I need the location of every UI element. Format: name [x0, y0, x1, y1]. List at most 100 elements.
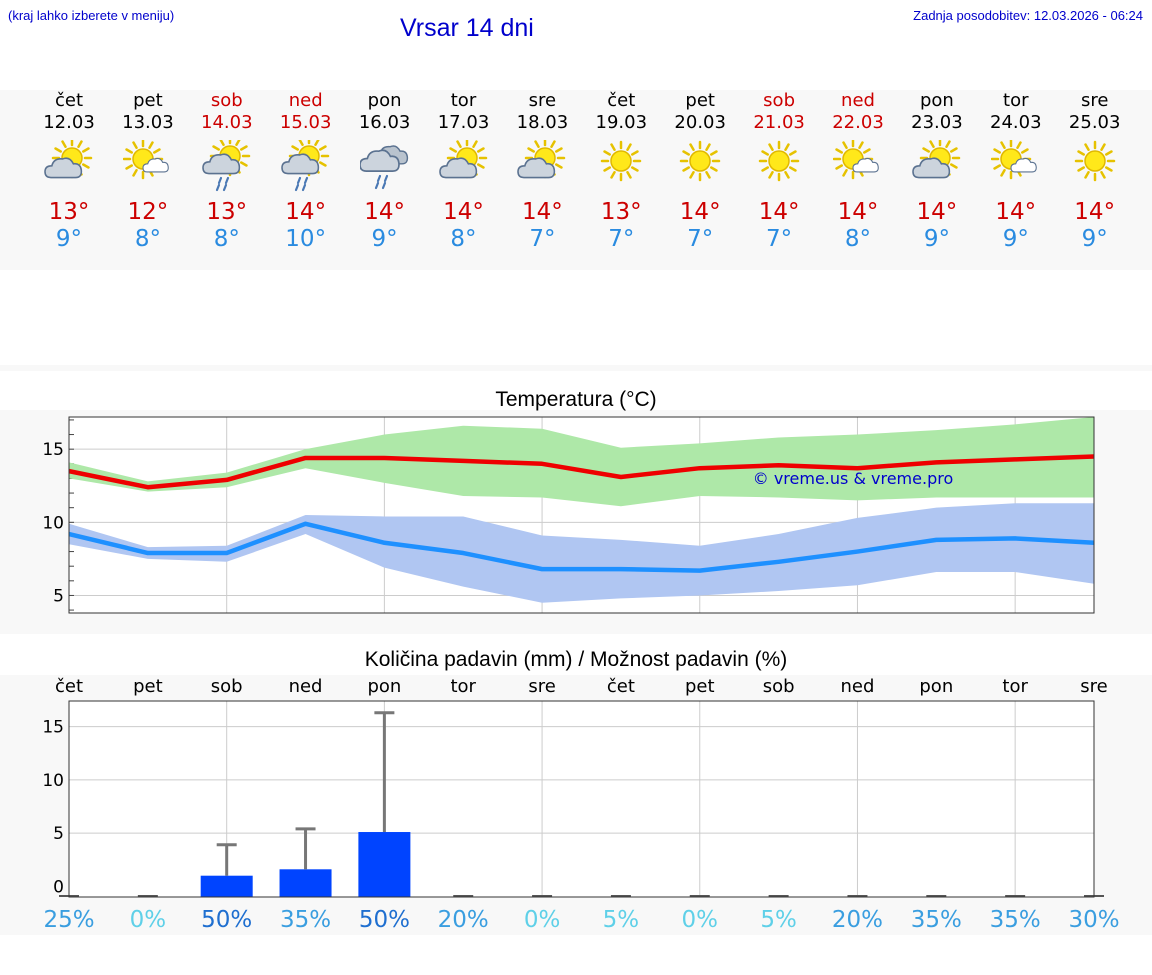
sun-ray — [219, 140, 225, 146]
sun-ray — [705, 143, 711, 151]
day-axis-label: sob — [211, 676, 243, 697]
sun-ray — [318, 161, 327, 167]
sun-ray — [922, 147, 930, 153]
sun-ray — [476, 147, 485, 153]
sun-disc — [610, 150, 633, 172]
sun-ray — [1104, 166, 1113, 172]
day-date: 12.03 — [43, 112, 95, 133]
last-updated: Zadnja posodobitev: 12.03.2026 - 06:24 — [913, 8, 1143, 23]
rain-drop — [296, 176, 301, 185]
day-axis-label: sob — [763, 676, 795, 697]
rain-drops — [294, 176, 308, 192]
cloud-shape — [280, 153, 319, 175]
cloud-shape — [202, 153, 240, 175]
watermark: © vreme.us & vreme.pro — [753, 469, 954, 488]
sun-disc — [768, 150, 790, 172]
sun-ray — [626, 143, 633, 151]
cloud-shape — [912, 157, 951, 179]
day-date: 13.03 — [122, 112, 174, 133]
precipitation-probability: 0% — [682, 907, 719, 933]
sun-ray — [555, 163, 564, 169]
sun-small-cloud-icon — [833, 140, 879, 180]
sun-shape — [679, 140, 721, 182]
cloud-outline — [44, 157, 83, 179]
rain-drop — [376, 174, 381, 183]
day-axis-label: ned — [841, 676, 875, 697]
partly-cloudy-icon — [912, 140, 961, 179]
min-temperature-line — [68, 521, 1095, 573]
min-temperature: 10° — [285, 226, 327, 252]
max-temperature: 14° — [837, 199, 879, 225]
precipitation-bar — [200, 875, 253, 897]
sun-ray — [1083, 143, 1090, 151]
sun-ray — [993, 148, 1001, 154]
day-axis-label: pet — [133, 676, 163, 697]
cloud-outline — [1010, 157, 1037, 173]
max-temperature: 14° — [916, 199, 958, 225]
max-temperature: 14° — [522, 199, 563, 225]
min-temperature: 7° — [529, 226, 556, 252]
max-temperature: 14° — [1074, 199, 1116, 225]
sun-ray — [550, 140, 557, 148]
max-temperature: 13° — [600, 199, 642, 225]
sun-ray — [1104, 150, 1113, 156]
day-axis-label: pon — [367, 676, 401, 697]
day-date: 16.03 — [358, 112, 411, 133]
sun-ray — [61, 140, 67, 148]
sun-ray — [1099, 143, 1106, 151]
cloud-outline — [142, 157, 169, 173]
sun-icon — [1074, 140, 1115, 182]
y-tick-label: 5 — [53, 824, 64, 844]
sun-icon — [601, 140, 642, 182]
cloud-shape — [44, 157, 83, 179]
day-name: ned — [841, 90, 875, 111]
y-tick-label: 15 — [42, 718, 64, 738]
day-date: 21.03 — [753, 112, 805, 133]
sun-ray — [784, 171, 790, 179]
plot-frame — [68, 416, 1095, 614]
day-name: sre — [1080, 90, 1109, 111]
day-axis-label: pet — [685, 676, 715, 697]
min-temperature: 8° — [134, 226, 161, 252]
sun-ray — [863, 148, 871, 154]
min-temperature: 8° — [450, 226, 477, 252]
page-title: Vrsar 14 dni — [400, 14, 534, 42]
sun-ray — [603, 150, 612, 156]
sun-ray — [298, 140, 304, 146]
location-hint: (kraj lahko izberete v meniju) — [8, 8, 175, 23]
sun-ray — [318, 145, 327, 151]
sun-ray — [1083, 171, 1090, 179]
sun-ray — [710, 150, 718, 156]
sun-ray — [603, 166, 612, 172]
max-temperature: 13° — [206, 199, 248, 225]
precipitation-probability: 20% — [438, 907, 489, 933]
day-name: pon — [919, 90, 954, 111]
sun-ray — [82, 147, 90, 153]
sun-ray — [631, 150, 640, 156]
day-name: sob — [210, 90, 243, 111]
sun-ray — [768, 143, 774, 151]
min-temperature: 9° — [923, 226, 950, 252]
sun-ray — [610, 143, 617, 151]
y-tick-label: 10 — [42, 771, 64, 791]
sun-icon — [758, 140, 800, 182]
min-temperature: 7° — [687, 226, 714, 252]
cloud-outline — [852, 157, 879, 173]
sun-ray — [82, 163, 90, 169]
sun-ray — [1016, 141, 1022, 149]
sun-ray — [132, 141, 138, 149]
day-date: 24.03 — [990, 112, 1042, 133]
sun-ray — [789, 166, 797, 172]
rain-drop — [301, 183, 306, 192]
rain-drop — [222, 183, 227, 192]
sun-ray — [148, 141, 154, 149]
y-tick-label: 5 — [53, 586, 64, 606]
sun-ray — [152, 148, 161, 154]
day-date: 17.03 — [437, 112, 490, 133]
cloud-shape — [438, 157, 477, 179]
precipitation-probability: 25% — [43, 907, 94, 933]
sun-ray — [789, 150, 797, 156]
sun-shape — [1074, 140, 1115, 182]
plot-area — [69, 701, 1094, 897]
precipitation-probability: 35% — [280, 907, 331, 933]
